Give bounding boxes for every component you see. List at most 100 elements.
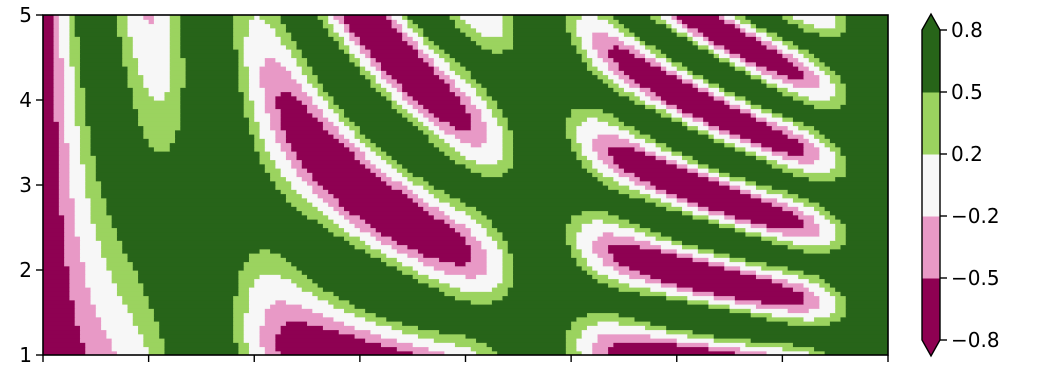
heatmap-cell (634, 146, 646, 152)
heatmap-cell (819, 223, 836, 229)
heatmap-cell (755, 274, 773, 280)
heatmap-cell (819, 66, 831, 71)
heatmap-cell (74, 108, 86, 114)
heatmap-cell (106, 333, 144, 339)
heatmap-cell (407, 253, 424, 258)
heatmap-cell (597, 74, 609, 80)
heatmap-cell (243, 261, 292, 267)
heatmap-cell (428, 202, 451, 207)
heatmap-cell (238, 74, 250, 80)
heatmap-cell (74, 214, 92, 220)
heatmap-cell (623, 168, 688, 173)
heatmap-cell (454, 146, 504, 152)
heatmap-cell (629, 74, 678, 80)
heatmap-cell (349, 27, 398, 33)
heatmap-cell (476, 338, 567, 343)
heatmap-cell (623, 40, 641, 46)
heatmap-cell (338, 223, 356, 229)
heatmap-cell (502, 270, 514, 275)
heatmap-cell (734, 95, 746, 101)
heatmap-cell (692, 291, 715, 297)
heatmap-cell (349, 44, 361, 50)
heatmap-cell (734, 295, 805, 301)
heatmap-cell (375, 312, 588, 318)
heatmap-cell (486, 253, 504, 258)
heatmap-cell (359, 44, 366, 50)
heatmap-cell (724, 44, 768, 50)
heatmap-cell (354, 32, 403, 37)
heatmap-cell (470, 36, 514, 42)
heatmap-cell (724, 15, 736, 20)
heatmap-cell (639, 129, 699, 135)
heatmap-cell (814, 142, 826, 148)
heatmap-cell (565, 15, 583, 20)
heatmap-cell (79, 329, 107, 335)
heatmap-cell (43, 180, 60, 186)
heatmap-cell (58, 202, 76, 207)
heatmap-cell (565, 227, 583, 233)
heatmap-cell (127, 32, 171, 37)
heatmap-cell (829, 146, 842, 152)
heatmap-cell (354, 53, 366, 59)
heatmap-cell (697, 206, 710, 212)
y-tick-label: 3 (19, 173, 32, 197)
heatmap-cell (111, 270, 139, 275)
heatmap-cell (571, 112, 614, 118)
heatmap-cell (766, 44, 778, 50)
heatmap-cell (344, 40, 356, 46)
heatmap-cell (285, 27, 329, 33)
heatmap-cell (803, 223, 820, 229)
heatmap-cell (344, 15, 387, 20)
heatmap-cell (79, 325, 102, 331)
heatmap-cell (69, 295, 92, 301)
heatmap-cell (597, 168, 614, 173)
heatmap-cell (787, 125, 799, 131)
heatmap-cell (618, 83, 630, 88)
heatmap-cell (101, 189, 282, 195)
heatmap-cell (328, 117, 340, 122)
heatmap-cell (581, 36, 593, 42)
heatmap-cell (79, 257, 107, 263)
heatmap-cell (835, 91, 847, 97)
heatmap-cell (317, 282, 430, 288)
heatmap-cell (592, 248, 609, 254)
heatmap-cell (328, 32, 340, 37)
heatmap-cell (259, 248, 271, 254)
heatmap-cell (734, 146, 746, 152)
heatmap-cell (64, 248, 81, 254)
heatmap-cell (349, 36, 361, 42)
heatmap-cell (803, 219, 815, 224)
heatmap-cell (761, 104, 815, 110)
heatmap-cell (433, 66, 440, 71)
heatmap-cell (814, 214, 826, 220)
heatmap-cell (449, 223, 467, 229)
heatmap-cell (491, 219, 572, 224)
heatmap-cell (53, 66, 65, 71)
heatmap-cell (233, 316, 245, 322)
heatmap-cell (407, 19, 414, 25)
heatmap-cell (180, 112, 245, 118)
heatmap-cell (53, 23, 60, 29)
heatmap-cell (750, 19, 789, 25)
heatmap-cell (782, 117, 794, 122)
heatmap-cell (666, 142, 725, 148)
heatmap-cell (423, 112, 435, 118)
heatmap-cell (666, 53, 715, 59)
heatmap-cell (106, 329, 139, 335)
heatmap-cell (502, 257, 514, 263)
heatmap-cell (792, 240, 831, 246)
heatmap-cell (69, 155, 81, 161)
heatmap-cell (645, 231, 662, 237)
heatmap-cell (101, 185, 276, 190)
heatmap-cell (819, 210, 831, 216)
heatmap-cell (95, 172, 271, 178)
heatmap-cell (312, 66, 361, 71)
heatmap-cell (254, 282, 298, 288)
heatmap-cell (64, 121, 76, 127)
heatmap-cell (338, 295, 456, 301)
heatmap-cell (238, 287, 250, 292)
heatmap-cell (476, 104, 488, 110)
heatmap-cell (370, 83, 382, 88)
heatmap-cell (597, 49, 609, 54)
heatmap-cell (840, 146, 888, 152)
